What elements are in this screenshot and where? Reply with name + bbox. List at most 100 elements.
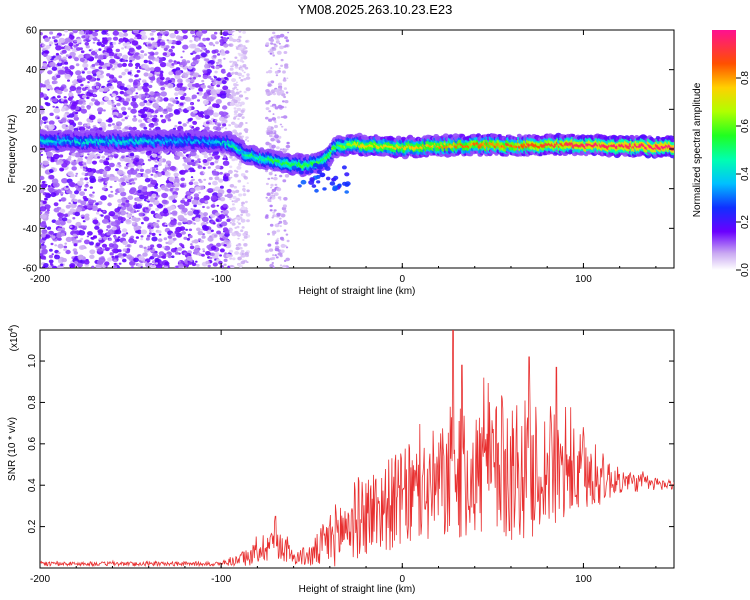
spectrogram-cell	[116, 102, 121, 107]
spectrogram-cell	[169, 32, 176, 39]
spectrogram-cell	[154, 197, 158, 200]
spectrogram-cell	[79, 57, 85, 63]
spectrogram-cell	[193, 181, 199, 186]
spectrogram-cell	[102, 236, 108, 241]
spectrogram-cell	[84, 156, 88, 159]
spectrogram-cell	[283, 51, 288, 54]
spectrogram-cell	[195, 37, 200, 41]
spectrogram-cell	[143, 246, 147, 250]
spectrogram-cell	[103, 65, 106, 68]
spectrogram-cell	[205, 69, 212, 74]
spectrogram-cell	[214, 160, 219, 164]
spectrogram-cell	[224, 50, 230, 54]
spectrogram-cell	[202, 225, 209, 231]
spectrogram-cell	[191, 240, 196, 244]
spectrogram-cell	[283, 197, 288, 201]
spectrogram-cell	[140, 123, 144, 127]
spectrogram-cell	[234, 132, 238, 135]
spectrogram-cell	[86, 75, 93, 80]
spectrogram-cell	[276, 212, 281, 217]
spectrogram-cell	[84, 53, 91, 59]
spectrogram-cell	[239, 67, 244, 71]
spectrogram-cell	[63, 248, 67, 252]
spectrogram-cell	[270, 67, 273, 69]
spectrogram-cell	[170, 52, 176, 57]
spectrogram-cell	[284, 174, 290, 178]
spectrogram-cell	[142, 162, 145, 166]
spectrogram-cell	[92, 191, 95, 194]
spectrogram-cell	[217, 53, 221, 56]
spectrogram-cell	[192, 60, 199, 65]
spectrogram-cell	[123, 32, 129, 37]
spectrogram-cell	[125, 59, 128, 62]
spectrogram-cell	[60, 118, 67, 123]
spectrogram-cell	[157, 162, 162, 167]
spectrogram-cell	[272, 211, 276, 214]
spectrogram-cell	[236, 165, 242, 170]
spectrogram-cell	[204, 126, 210, 131]
spectrogram-cell	[187, 170, 191, 172]
spectrogram-cell	[147, 43, 152, 47]
spectrogram-cell	[76, 262, 83, 268]
spectrogram-cell	[240, 101, 245, 106]
spectrogram-cell	[82, 94, 87, 99]
spectrogram-cell	[92, 160, 97, 165]
spectrogram-cell	[63, 96, 67, 99]
spectrogram-cell	[192, 57, 197, 61]
spectrogram-cell	[285, 257, 291, 262]
spectrogram-cell	[202, 83, 205, 85]
spectrogram-cell	[278, 220, 283, 224]
spectrogram-cell	[125, 219, 132, 225]
spectrogram-cell	[212, 112, 219, 118]
spectrogram-cell	[136, 69, 141, 73]
spectrogram-cell	[139, 168, 145, 172]
spectrogram-cell	[176, 83, 183, 88]
spectrogram-cell	[215, 126, 222, 131]
spectrogram-cell	[282, 70, 286, 74]
spectrogram-cell	[275, 239, 279, 243]
spectrogram-cell	[67, 97, 73, 101]
spectrogram-cell	[141, 113, 148, 119]
spectrogram-cell	[58, 217, 64, 221]
spectrogram-cell	[229, 102, 235, 106]
spectrogram-cell	[50, 242, 54, 246]
spectrogram-cell	[236, 225, 240, 229]
spectrogram-cell	[40, 109, 44, 115]
spectrogram-cell	[50, 157, 55, 161]
spectrogram-cell	[238, 94, 244, 98]
spectrogram-cell	[44, 37, 50, 43]
spectrogram-cell	[92, 219, 99, 225]
spectrogram-cell	[129, 60, 133, 63]
spectrogram-cell	[235, 170, 239, 173]
spectrogram-cell	[135, 92, 139, 95]
spectrogram-cell	[153, 122, 159, 126]
spectrogram-cell	[160, 86, 166, 91]
spectrogram-cell	[216, 77, 222, 82]
spectrogram-cell	[229, 243, 232, 245]
spectrogram-cell	[59, 154, 64, 158]
spectrogram-cell	[40, 201, 43, 205]
spectrogram-cell	[174, 230, 180, 235]
spectrogram-cell	[154, 164, 159, 168]
spectrogram-cell	[56, 90, 63, 95]
spectrogram-cell	[63, 99, 68, 103]
spectrogram-cell	[222, 160, 230, 166]
spectrogram-cell	[177, 247, 183, 251]
spectrogram-cell	[202, 250, 206, 253]
spectrogram-cell	[286, 77, 289, 80]
spectrogram-cell	[88, 93, 93, 97]
spectrogram-cell	[75, 111, 79, 115]
spectrogram-cell	[40, 211, 43, 215]
spectrogram-cell	[130, 169, 138, 175]
spectrogram-cell	[174, 247, 178, 250]
spectrogram-cell	[242, 55, 248, 60]
spectrogram-cell	[53, 80, 58, 84]
spectrogram-cell	[231, 206, 236, 211]
spectrogram-cell	[271, 170, 274, 172]
spectrogram-cell	[167, 103, 172, 106]
spectrogram-cell	[83, 205, 88, 209]
spectrogram-cell	[227, 72, 231, 75]
spectrogram-cell	[244, 66, 249, 70]
spectrogram-cell	[111, 67, 115, 71]
spectrogram-cell	[271, 46, 275, 50]
